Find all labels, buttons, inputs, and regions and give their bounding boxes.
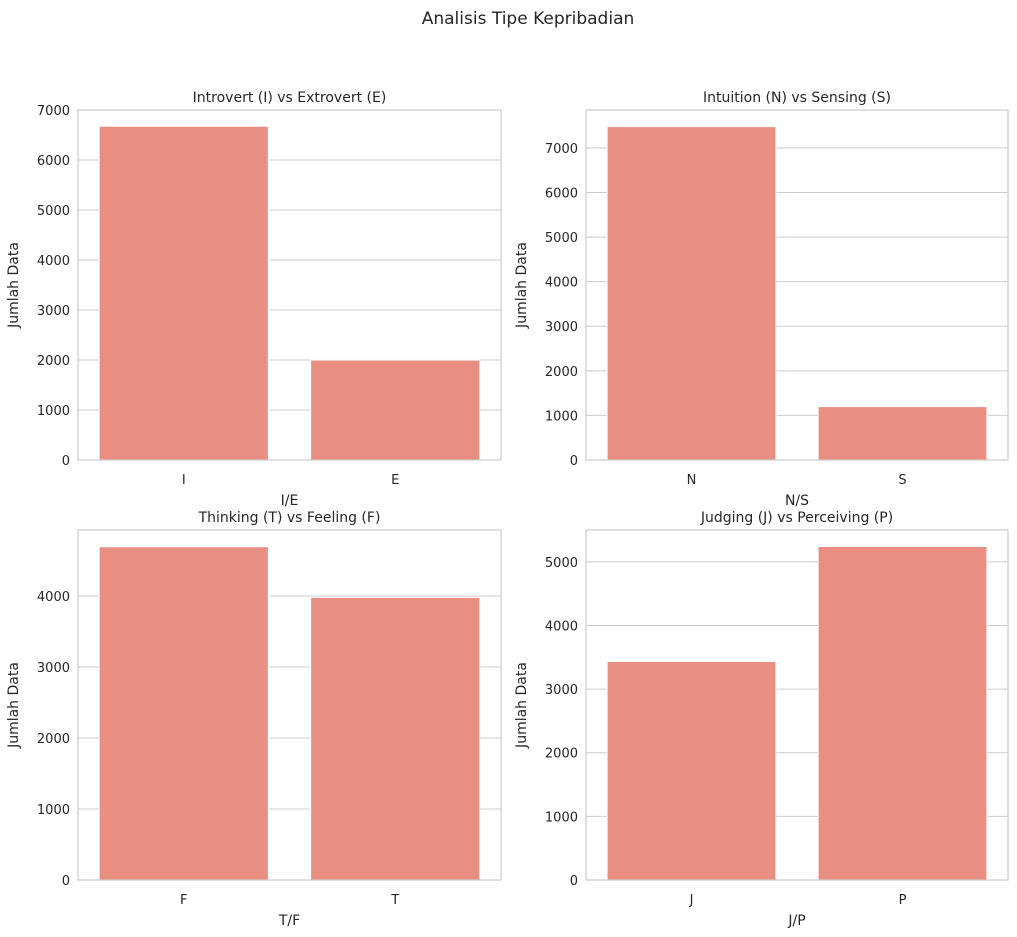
bar-S [817,406,988,461]
bar-I [98,125,269,461]
y-axis-label: Jumlah Data [514,242,530,329]
subplots: 0 1000 2000 3000 4000 5000 6000 7000 I E Introvert… [6,90,1009,929]
y-tick-label: 2000 [545,747,578,762]
y-tick-label: 4000 [37,254,70,269]
y-tick-label: 3000 [545,320,578,335]
x-tick-label: S [898,473,906,488]
subplot-title: Intuition (N) vs Sensing (S) [703,90,891,106]
y-tick-label: 4000 [545,276,578,291]
y-tick-label: 0 [62,874,70,889]
y-tick-label: 0 [570,874,578,889]
y-tick-label: 0 [62,454,70,469]
subplot-3: 0 1000 2000 3000 4000 F T Thinking (T) vs Feeli… [6,510,502,929]
y-tick-label: 5000 [545,231,578,246]
y-tick-label: 1000 [545,409,578,424]
x-tick-label: J [689,893,694,908]
y-tick-label: 5000 [37,204,70,219]
bar-N [606,126,777,461]
y-tick-label: 2000 [37,732,70,747]
subplot-2: 0 1000 2000 3000 4000 5000 6000 7000 N S Intuition… [514,90,1009,509]
x-tick-label: T [390,893,399,908]
y-axis-label: Jumlah Data [6,662,22,749]
y-tick-label: 0 [570,454,578,469]
bar-J [606,660,777,881]
x-tick-label: F [180,893,187,908]
subplot-1: 0 1000 2000 3000 4000 5000 6000 7000 I E Introvert… [6,90,502,509]
bar-T [310,596,481,881]
y-tick-label: 7000 [37,104,70,119]
subplot-title: Judging (J) vs Perceiving (P) [700,510,893,526]
x-tick-label: E [391,473,399,488]
y-tick-label: 5000 [545,556,578,571]
y-tick-label: 3000 [37,661,70,676]
y-axis-label: Jumlah Data [514,662,530,749]
y-tick-label: 1000 [545,810,578,825]
axes-frame [77,529,502,881]
bar-E [310,359,481,461]
y-tick-label: 4000 [545,619,578,634]
y-tick-label: 1000 [37,404,70,419]
bar-P [817,545,988,881]
subplot-4: 0 1000 2000 3000 4000 5000 J P Judging (J) vs Pe… [514,510,1009,929]
y-axis-label: Jumlah Data [6,242,22,329]
y-tick-label: 1000 [37,803,70,818]
y-tick-label: 6000 [545,186,578,201]
x-tick-label: I [182,473,186,488]
subplot-title: Thinking (T) vs Feeling (F) [198,510,381,526]
y-tick-label: 2000 [545,365,578,380]
x-axis-label: T/F [278,913,300,929]
y-tick-label: 7000 [545,142,578,157]
x-axis-label: N/S [785,493,809,509]
y-tick-label: 3000 [37,304,70,319]
x-axis-label: J/P [787,913,805,929]
figure-title: Analisis Tipe Kepribadian [422,9,635,29]
bar-F [98,546,269,881]
y-tick-label: 4000 [37,590,70,605]
y-tick-label: 2000 [37,354,70,369]
axes-frame [585,109,1009,461]
x-tick-label: N [687,473,697,488]
x-tick-label: P [899,893,907,908]
axes-frame [585,529,1009,881]
subplot-title: Introvert (I) vs Extrovert (E) [193,90,387,106]
y-tick-label: 6000 [37,154,70,169]
y-tick-label: 3000 [545,683,578,698]
x-axis-label: I/E [281,493,299,509]
axes-frame [77,109,502,461]
